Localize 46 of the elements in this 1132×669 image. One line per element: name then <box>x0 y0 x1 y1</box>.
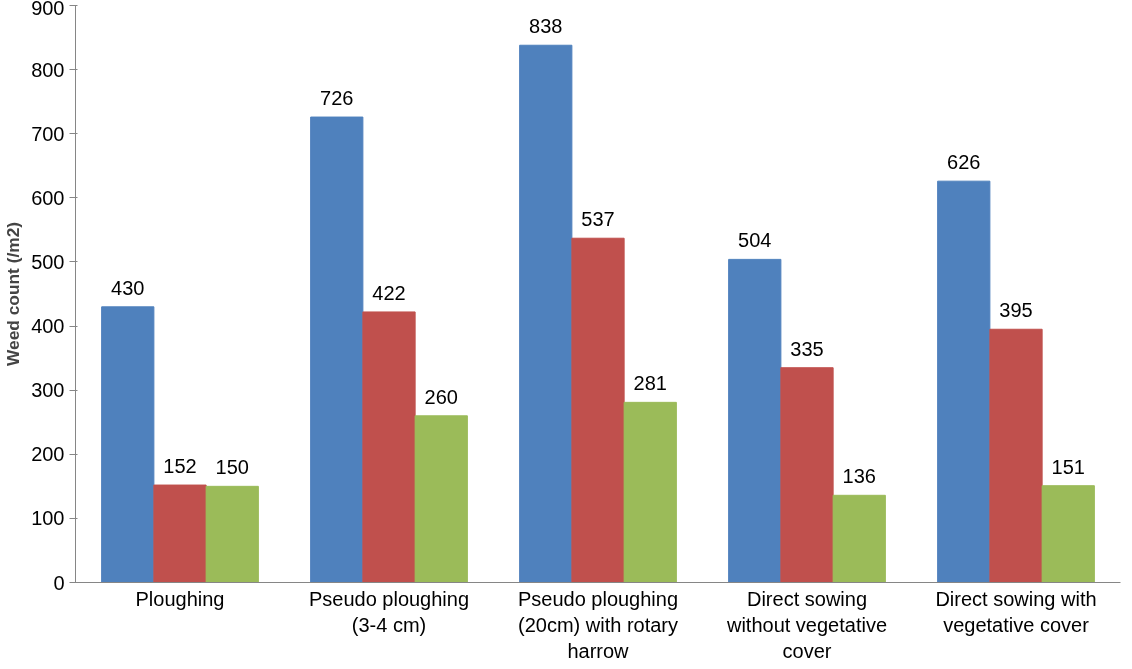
bar <box>937 180 991 583</box>
data-label: 430 <box>111 276 145 299</box>
data-label: 151 <box>1051 455 1085 478</box>
data-label: 537 <box>581 208 615 231</box>
y-tick-label: 400 <box>31 315 65 338</box>
bar <box>414 415 468 583</box>
data-label: 260 <box>424 385 458 408</box>
x-tick-label: Pseudo ploughing (3-4 cm) <box>308 587 470 636</box>
x-tick-label: Pseudo ploughing (20cm) with rotary harrow <box>517 587 679 663</box>
y-tick-label: 900 <box>31 0 65 19</box>
bar <box>728 258 782 583</box>
x-tick-label: Direct sowing without vegetative cover <box>725 587 888 663</box>
bar <box>832 494 886 583</box>
y-tick-label: 100 <box>31 507 65 530</box>
bar <box>310 116 364 583</box>
data-label: 626 <box>947 151 981 174</box>
bar <box>780 367 834 583</box>
data-label: 136 <box>842 465 876 488</box>
data-label: 395 <box>999 299 1033 322</box>
bar <box>989 328 1043 583</box>
y-tick-label: 0 <box>53 571 65 594</box>
bar <box>519 44 573 583</box>
bar <box>153 484 207 583</box>
data-label: 422 <box>372 281 406 304</box>
y-tick-label: 600 <box>31 186 65 209</box>
data-label: 726 <box>320 87 354 110</box>
y-tick-label: 500 <box>31 250 65 273</box>
x-tick-label: Direct sowing with vegetative cover <box>935 587 1097 636</box>
bar <box>1041 485 1095 583</box>
y-tick-label: 800 <box>31 58 65 81</box>
data-label: 150 <box>215 456 249 479</box>
x-tick-label: Ploughing <box>135 587 225 610</box>
bar <box>623 401 677 583</box>
data-label: 152 <box>163 455 197 478</box>
y-tick-label: 200 <box>31 443 65 466</box>
data-label: 838 <box>529 15 563 38</box>
data-label: 281 <box>633 372 667 395</box>
bar <box>205 485 259 583</box>
data-label: 335 <box>790 337 824 360</box>
bar <box>571 237 625 583</box>
bar <box>101 306 155 583</box>
bar <box>362 311 416 583</box>
y-axis-title: Weed count (/m2) <box>3 221 24 367</box>
data-label: 504 <box>738 229 772 252</box>
y-tick-label: 300 <box>31 379 65 402</box>
y-tick-label: 700 <box>31 122 65 145</box>
